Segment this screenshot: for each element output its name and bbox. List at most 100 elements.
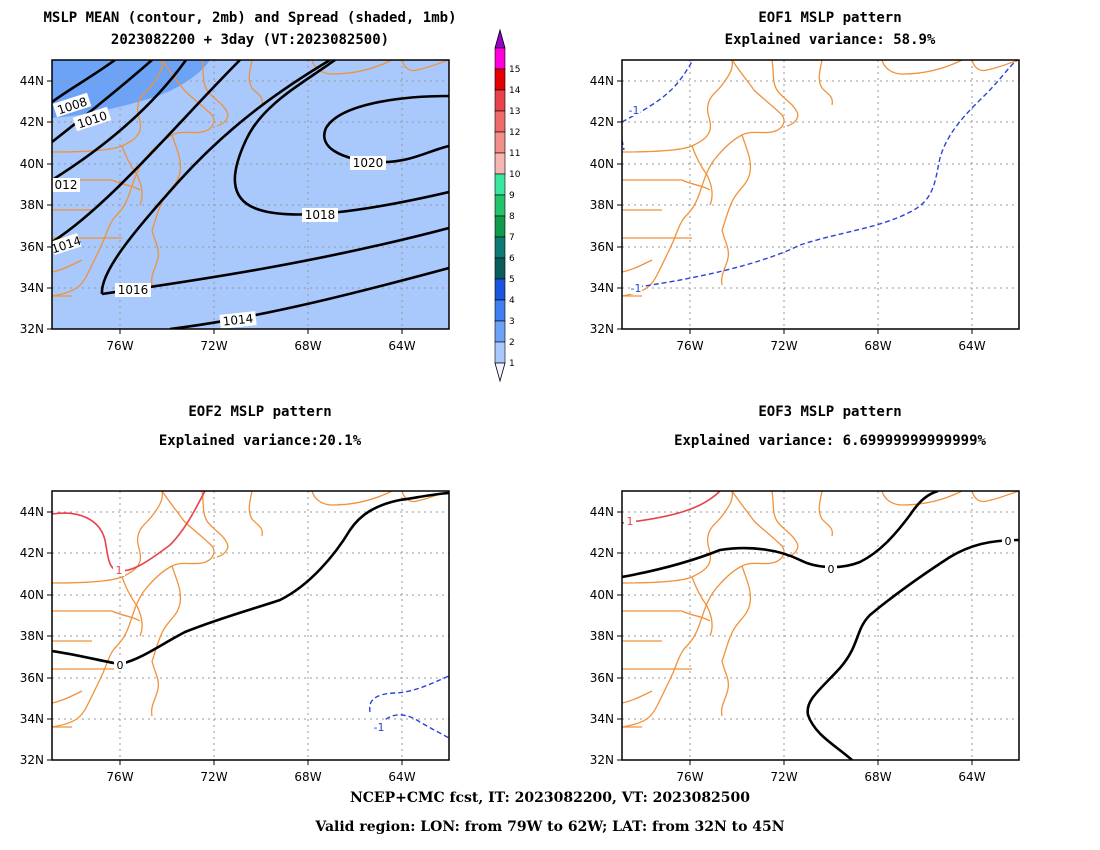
colorbar-swatch xyxy=(494,257,506,280)
y-tick-label: 34N xyxy=(590,712,614,726)
panel4-contours xyxy=(622,491,1019,760)
colorbar-swatch xyxy=(494,299,506,322)
panel4-title: EOF3 MSLP pattern Explained variance: 6.… xyxy=(570,404,1090,449)
colorbar-bottom-arrow xyxy=(494,362,506,383)
label-1018: 1018 xyxy=(305,208,336,222)
y-tick-label: 40N xyxy=(20,157,44,171)
panel3-title: EOF2 MSLP pattern Explained variance:20.… xyxy=(0,404,520,449)
coastline-group xyxy=(52,491,449,728)
coastline-segment xyxy=(52,179,141,239)
y-tick-label: 44N xyxy=(20,505,44,519)
panel4-gridlines xyxy=(622,491,1019,760)
isobar-1020 xyxy=(323,94,449,164)
coastline-segment xyxy=(52,491,215,728)
y-tick-label: 38N xyxy=(20,629,44,643)
maps-svg: 1008 1010 012 1014 1016 1018 1020 1014 7… xyxy=(20,28,1020,784)
eof3-label-pos: 1 xyxy=(627,515,634,528)
y-tick-label: 44N xyxy=(20,74,44,88)
colorbar-label: 8 xyxy=(509,212,515,222)
colorbar-label: 13 xyxy=(509,107,520,117)
x-tick-label: 72W xyxy=(770,770,797,784)
eof2-label-zero: 0 xyxy=(117,659,124,672)
panel4-title-line2: Explained variance: 6.69999999999999% xyxy=(674,433,986,449)
coastline-segment xyxy=(720,229,730,286)
coastline-segment xyxy=(691,576,713,637)
colorbar-swatch xyxy=(494,236,506,259)
eof3-zero-contour-a xyxy=(622,491,939,579)
y-tick-label: 42N xyxy=(20,115,44,129)
panel2-gridlines xyxy=(622,60,1019,329)
x-tick-label: 76W xyxy=(676,339,703,353)
eof3-pos1-contour xyxy=(622,491,721,524)
coastline-segment xyxy=(150,229,160,286)
colorbar-label: 4 xyxy=(509,296,515,306)
coastline-segment xyxy=(311,491,393,506)
isobar-1014a xyxy=(52,60,241,244)
y-tick-label: 40N xyxy=(20,588,44,602)
panel1-frame xyxy=(51,59,450,330)
panel4-coastline xyxy=(622,491,1019,728)
panel2-coastline xyxy=(622,60,1019,297)
y-tick-label: 32N xyxy=(20,753,44,767)
eof2-neg1-contour-b xyxy=(379,714,449,739)
label-1012: 012 xyxy=(55,178,78,192)
panel3-title-line2: Explained variance:20.1% xyxy=(158,433,362,449)
isobar-1018 xyxy=(233,60,449,216)
coastline-segment xyxy=(721,565,752,662)
colorbar-label: 3 xyxy=(509,317,515,327)
coastline-segment xyxy=(52,491,163,584)
coastline-segment xyxy=(121,576,143,637)
panel3-coastline xyxy=(52,491,449,728)
coastline-segment xyxy=(201,491,229,558)
coastline-segment xyxy=(52,610,141,670)
label-1014b: 1014 xyxy=(222,311,254,328)
eof1-label-b: -1 xyxy=(631,282,642,295)
colorbar-swatch xyxy=(494,341,506,364)
coastline-segment xyxy=(622,60,785,297)
y-tick-label: 44N xyxy=(590,74,614,88)
panel2-axes: 76W 72W 68W 64W 32N 34N 36N 38N 40N 42N 44N xyxy=(590,74,986,353)
y-tick-label: 42N xyxy=(20,546,44,560)
panel3-gridlines xyxy=(52,491,449,760)
coastline-segment xyxy=(881,491,963,506)
colorbar-label: 1 xyxy=(509,359,515,369)
eof1-neg1-contour-c xyxy=(629,60,1018,289)
y-tick-label: 32N xyxy=(20,322,44,336)
footer-line1: NCEP+CMC fcst, IT: 2023082200, VT: 20230… xyxy=(349,790,751,806)
coastline-segment xyxy=(622,690,653,728)
y-tick-label: 40N xyxy=(590,157,614,171)
y-tick-label: 36N xyxy=(20,671,44,685)
y-tick-label: 40N xyxy=(590,588,614,602)
colorbar-top-arrow xyxy=(494,28,506,49)
colorbar-swatch xyxy=(494,131,506,154)
coastline-segment xyxy=(818,60,833,106)
x-tick-label: 76W xyxy=(676,770,703,784)
x-tick-label: 68W xyxy=(864,339,891,353)
coastline-segment xyxy=(622,491,733,584)
coastline-segment xyxy=(52,60,163,153)
coastline-segment xyxy=(818,491,833,537)
panel4-axes: 76W 72W 68W 64W 32N 34N 36N 38N 40N 42N 44N xyxy=(590,505,986,784)
y-tick-label: 32N xyxy=(590,322,614,336)
panel1-title-line1: MSLP MEAN (contour, 2mb) and Spread (sha… xyxy=(43,10,457,26)
panel2-map: -1 -1 xyxy=(622,60,1019,329)
panel4-frame xyxy=(621,490,1020,761)
coastline-segment xyxy=(150,660,160,717)
pressure-contours xyxy=(52,60,449,329)
x-tick-label: 72W xyxy=(200,339,227,353)
coastline-segment xyxy=(248,491,263,537)
panel1-axes: 76W 72W 68W 64W 32N 34N 36N 38N 40N 42N 44N xyxy=(20,74,416,353)
eof3-label-zero-b: 0 xyxy=(1005,535,1012,548)
coastline-segment xyxy=(771,491,799,558)
panel4-title-line1: EOF3 MSLP pattern xyxy=(758,404,902,420)
colorbar-swatch xyxy=(494,278,506,301)
coastline-segment xyxy=(971,60,1019,72)
eof2-label-neg: -1 xyxy=(374,721,385,734)
colorbar-label: 7 xyxy=(509,233,515,243)
colorbar-label: 2 xyxy=(509,338,515,348)
panel2-contour-labels: -1 -1 xyxy=(628,104,642,295)
isobar-1016 xyxy=(100,60,331,295)
colorbar-swatch xyxy=(494,68,506,91)
panel3-axes: 76W 72W 68W 64W 32N 34N 36N 38N 40N 42N 44N xyxy=(20,505,416,784)
panel1-title-line2: 2023082200 + 3day (VT:2023082500) xyxy=(110,32,390,48)
